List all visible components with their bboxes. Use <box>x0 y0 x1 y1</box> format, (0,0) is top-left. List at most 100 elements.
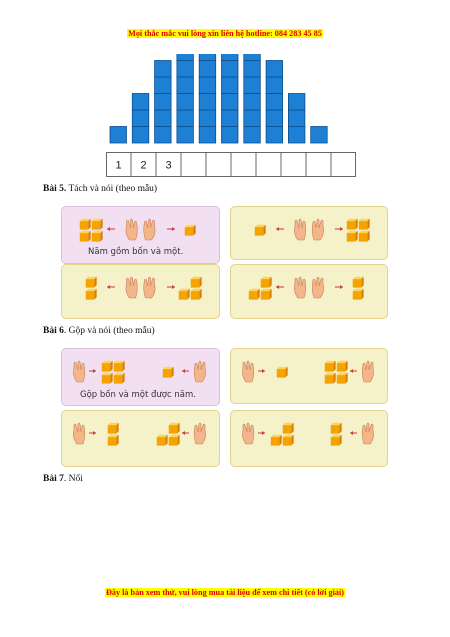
orange-cube <box>101 360 113 372</box>
orange-cube <box>352 276 364 288</box>
cube <box>198 93 217 111</box>
table-cell-number: 2 <box>140 160 146 172</box>
arrow-icon <box>350 369 357 373</box>
exercise-5-heading: Bài 5. Tách và nói (theo mẫu) <box>43 184 157 194</box>
orange-cube <box>336 360 348 372</box>
ex6-card-3 <box>61 410 220 467</box>
cube <box>176 109 194 127</box>
cube <box>310 126 328 144</box>
arrow-icon <box>107 285 115 289</box>
arrow-icon <box>258 369 265 373</box>
cube-column-2 <box>131 93 150 144</box>
ex6-example-illustration <box>73 360 206 384</box>
exercise-6-text: . Gộp và nói (theo mẫu) <box>63 326 155 336</box>
hand-icon <box>73 360 86 383</box>
hand-icon <box>193 422 206 445</box>
orange-cube <box>113 360 125 372</box>
table-cell-number: 1 <box>115 160 121 172</box>
cube <box>265 126 284 144</box>
orange-cube <box>79 230 91 242</box>
cube <box>176 93 194 111</box>
orange-cube <box>107 422 119 434</box>
arrow-icon <box>335 285 343 289</box>
cube <box>176 126 194 144</box>
cube <box>221 93 239 111</box>
ex6-card-4-illustration <box>242 422 374 446</box>
hand-icon <box>242 422 255 445</box>
ex6-card-2 <box>230 348 388 404</box>
cube-tower-chart: 1 2 3 <box>106 54 356 177</box>
orange-cube <box>168 434 180 446</box>
cube <box>176 54 194 61</box>
exercise-7-number: Bài 7 <box>43 474 64 484</box>
ex6-card-4 <box>230 410 388 467</box>
ex6-example-caption: Gộp bốn và một được năm. <box>80 390 196 400</box>
cube <box>243 109 261 127</box>
hand-icon <box>311 276 324 299</box>
hand-icon <box>294 218 307 241</box>
orange-cube <box>352 288 364 300</box>
hand-icon <box>193 360 206 383</box>
cube <box>154 109 172 127</box>
ex5-card-4 <box>230 264 388 319</box>
cube <box>131 126 150 144</box>
exercise-7-text: . Nối <box>63 474 83 484</box>
cube <box>154 126 172 144</box>
arrow-icon <box>167 285 175 289</box>
arrow-icon <box>107 227 115 231</box>
cube <box>154 76 172 94</box>
number-table: 1 2 3 <box>106 152 356 177</box>
cube <box>131 93 150 111</box>
cube <box>198 60 217 78</box>
cube-column-7 <box>243 54 261 144</box>
cube-column-3 <box>154 60 172 144</box>
exercise-6-heading: Bài 6. Gộp và nói (theo mẫu) <box>43 326 155 336</box>
cube-column-8 <box>265 60 284 144</box>
orange-cube <box>168 422 180 434</box>
ex5-card-2 <box>230 206 388 260</box>
orange-cube <box>282 434 294 446</box>
preview-notice-banner: Đây là bản xem thử, vui lòng mua tài liệ… <box>0 588 450 597</box>
hand-icon <box>143 276 156 299</box>
cube-column-10 <box>310 126 328 144</box>
ex5-card-2-illustration <box>254 218 370 242</box>
hand-icon <box>242 360 255 383</box>
ex5-card-3 <box>61 264 220 319</box>
hotline-text: Mọi thắc mắc vui lòng xin liên hệ hotlin… <box>127 29 323 38</box>
orange-cube <box>91 230 103 242</box>
orange-cube <box>336 372 348 384</box>
exercise-5-number: Bài 5. <box>43 184 67 194</box>
hotline-banner: Mọi thắc mắc vui lòng xin liên hệ hotlin… <box>0 29 450 38</box>
ex6-card-2-illustration <box>242 360 374 384</box>
orange-cube <box>346 218 358 230</box>
cube-column-9 <box>287 93 306 144</box>
orange-cube <box>358 218 370 230</box>
orange-cube <box>79 218 91 230</box>
arrow-icon <box>276 285 284 289</box>
orange-cube <box>178 288 190 300</box>
orange-cube <box>248 288 260 300</box>
ex6-example-card: Gộp bốn và một được năm. <box>61 348 220 406</box>
cube <box>176 76 194 94</box>
cube <box>287 93 306 111</box>
cube <box>287 126 306 144</box>
arrow-icon <box>258 431 265 435</box>
orange-cube <box>156 434 168 446</box>
orange-cube <box>113 372 125 384</box>
orange-cube <box>260 276 272 288</box>
orange-cube <box>85 276 97 288</box>
cube <box>221 76 239 94</box>
arrow-icon <box>182 369 189 373</box>
exercise-6-number: Bài 6 <box>43 326 64 336</box>
table-cell-number: 3 <box>165 160 171 172</box>
hand-icon <box>294 276 307 299</box>
hand-icon <box>125 218 138 241</box>
cube <box>198 76 217 94</box>
ex6-card-3-illustration <box>73 422 206 446</box>
ex5-example-caption: Năm gồm bốn và một. <box>88 247 184 257</box>
cube <box>243 126 261 144</box>
orange-cube <box>91 218 103 230</box>
cube <box>154 93 172 111</box>
hand-icon <box>311 218 324 241</box>
cube <box>154 60 172 78</box>
